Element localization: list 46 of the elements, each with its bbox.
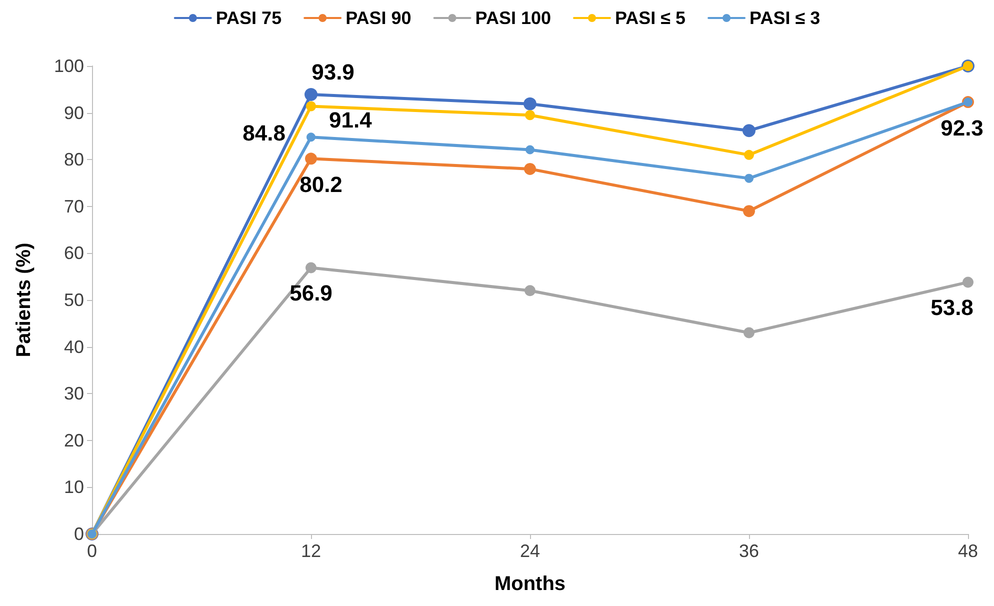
y-tick-label: 100 xyxy=(54,56,84,76)
y-tick-label: 60 xyxy=(64,243,84,264)
point xyxy=(744,174,754,183)
y-tick-label: 20 xyxy=(64,430,84,450)
legend-label: PASI 100 xyxy=(475,8,551,28)
point xyxy=(306,262,316,274)
y-tick-label: 80 xyxy=(64,150,84,170)
x-tick-label: 36 xyxy=(738,541,760,561)
x-tick-label: 48 xyxy=(958,541,978,561)
point xyxy=(524,97,536,110)
data-label: 56.9 xyxy=(290,280,332,306)
point xyxy=(524,285,536,296)
point xyxy=(525,110,535,120)
y-tick-label: 40 xyxy=(64,336,84,357)
data-label: 80.2 xyxy=(300,172,342,198)
data-label: 91.4 xyxy=(329,108,373,133)
data-label: 84.8 xyxy=(242,120,286,146)
point xyxy=(744,327,754,338)
x-tick-label: 12 xyxy=(300,541,322,561)
y-axis-title: Patients (%) xyxy=(13,242,35,358)
legend-label: PASI ≤ 5 xyxy=(614,8,686,28)
point xyxy=(962,276,974,288)
y-tick-label: 0 xyxy=(74,524,84,544)
point xyxy=(304,88,318,102)
y-tick-label: 30 xyxy=(64,384,84,404)
x-tick-label: 24 xyxy=(520,541,540,561)
legend-label: PASI ≤ 3 xyxy=(750,8,820,28)
data-label: 53.8 xyxy=(930,295,974,320)
point xyxy=(524,162,536,175)
legend-label: PASI 75 xyxy=(216,8,282,28)
point xyxy=(743,205,755,218)
point xyxy=(744,150,754,160)
point xyxy=(305,152,317,165)
point xyxy=(306,132,316,142)
legend-label: PASI 90 xyxy=(346,8,412,28)
point xyxy=(526,145,534,154)
y-tick-label: 50 xyxy=(64,290,84,310)
data-label: 92.3 xyxy=(940,116,984,141)
point xyxy=(742,124,756,138)
x-tick-label: 0 xyxy=(86,541,98,561)
data-label: 93.9 xyxy=(312,60,354,85)
y-tick-label: 90 xyxy=(64,102,84,123)
y-tick-label: 10 xyxy=(64,477,84,498)
point xyxy=(306,101,316,112)
y-tick-label: 70 xyxy=(64,196,84,216)
x-axis-title: Months xyxy=(494,573,566,595)
